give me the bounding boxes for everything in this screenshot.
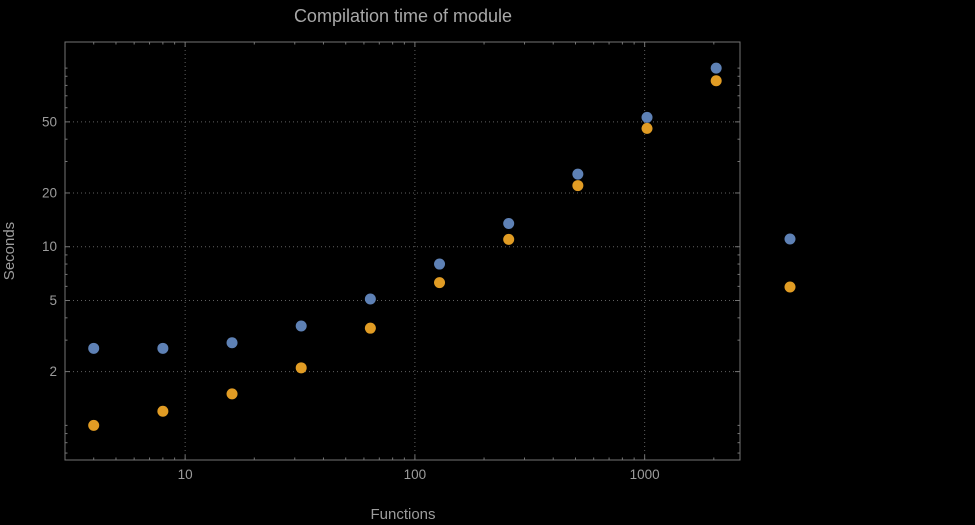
y-tick-label: 5	[49, 293, 57, 308]
data-point-series-2-orange	[364, 322, 376, 334]
data-point-series-1-blue	[226, 337, 238, 349]
data-point-series-1-blue	[503, 217, 515, 229]
data-point-series-2-orange	[503, 233, 515, 245]
data-point-series-2-orange	[710, 75, 722, 87]
x-tick-label: 1000	[630, 467, 660, 482]
data-point-series-1-blue	[572, 168, 584, 180]
data-point-series-1-blue	[434, 258, 446, 270]
data-point-series-1-blue	[710, 62, 722, 74]
x-axis-label: Functions	[370, 506, 435, 523]
data-point-series-1-blue	[364, 293, 376, 305]
y-tick-label: 20	[42, 185, 57, 200]
plot-frame	[64, 41, 741, 461]
x-tick-label: 100	[404, 467, 427, 482]
data-point-series-1-blue	[295, 320, 307, 332]
data-point-series-2-orange	[226, 388, 238, 400]
data-point-series-2-orange	[572, 180, 584, 192]
y-tick-label: 2	[49, 364, 57, 379]
data-point-series-1-blue	[641, 111, 653, 123]
y-tick-label: 50	[42, 114, 57, 129]
chart-title: Compilation time of module	[294, 6, 512, 26]
data-point-series-2-orange	[641, 122, 653, 134]
data-point-series-1-blue	[157, 342, 169, 354]
legend-marker	[784, 233, 796, 245]
data-point-series-2-orange	[88, 419, 100, 431]
data-point-series-2-orange	[157, 405, 169, 417]
data-point-series-2-orange	[295, 362, 307, 374]
y-axis-label: Seconds	[1, 222, 18, 280]
data-point-series-2-orange	[434, 277, 446, 289]
data-point-series-1-blue	[88, 342, 100, 354]
plot-layers: 10 100 1000 2 5 10 20 50	[42, 41, 796, 482]
y-tick-label: 10	[42, 239, 57, 254]
x-tick-label: 10	[178, 467, 193, 482]
legend-marker	[784, 281, 796, 293]
